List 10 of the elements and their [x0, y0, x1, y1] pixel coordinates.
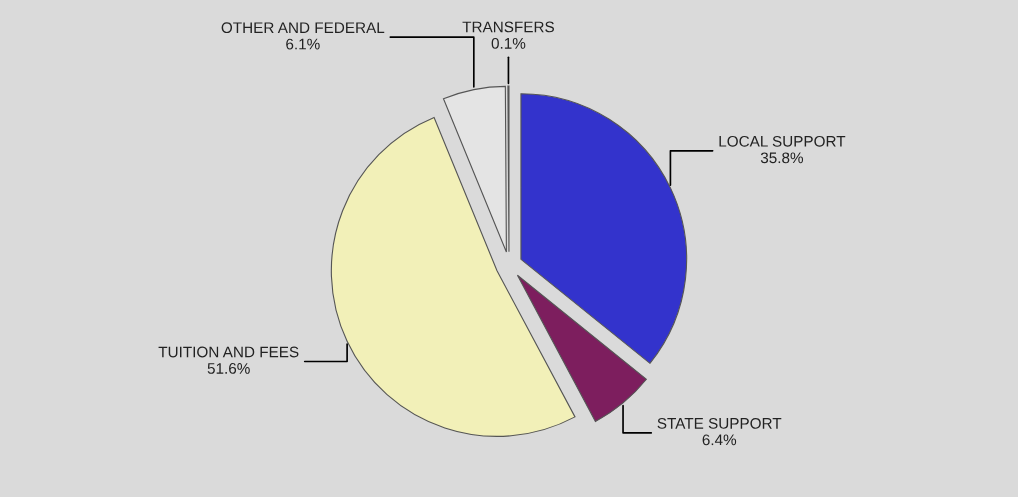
slice-label: TUITION AND FEES: [158, 346, 299, 358]
data-label: 0.1%: [491, 37, 526, 49]
data-label: 6.1%: [286, 38, 320, 50]
data-label: 6.4%: [702, 434, 737, 446]
slice-label: LOCAL SUPPORT: [719, 135, 846, 147]
data-label: 51.6%: [207, 363, 250, 374]
slice-label: OTHER AND FEDERAL: [221, 22, 385, 34]
slice-label: STATE SUPPORT: [657, 417, 782, 429]
data-label: 35.8%: [760, 152, 804, 164]
slice-label: TRANSFERS: [462, 21, 554, 33]
